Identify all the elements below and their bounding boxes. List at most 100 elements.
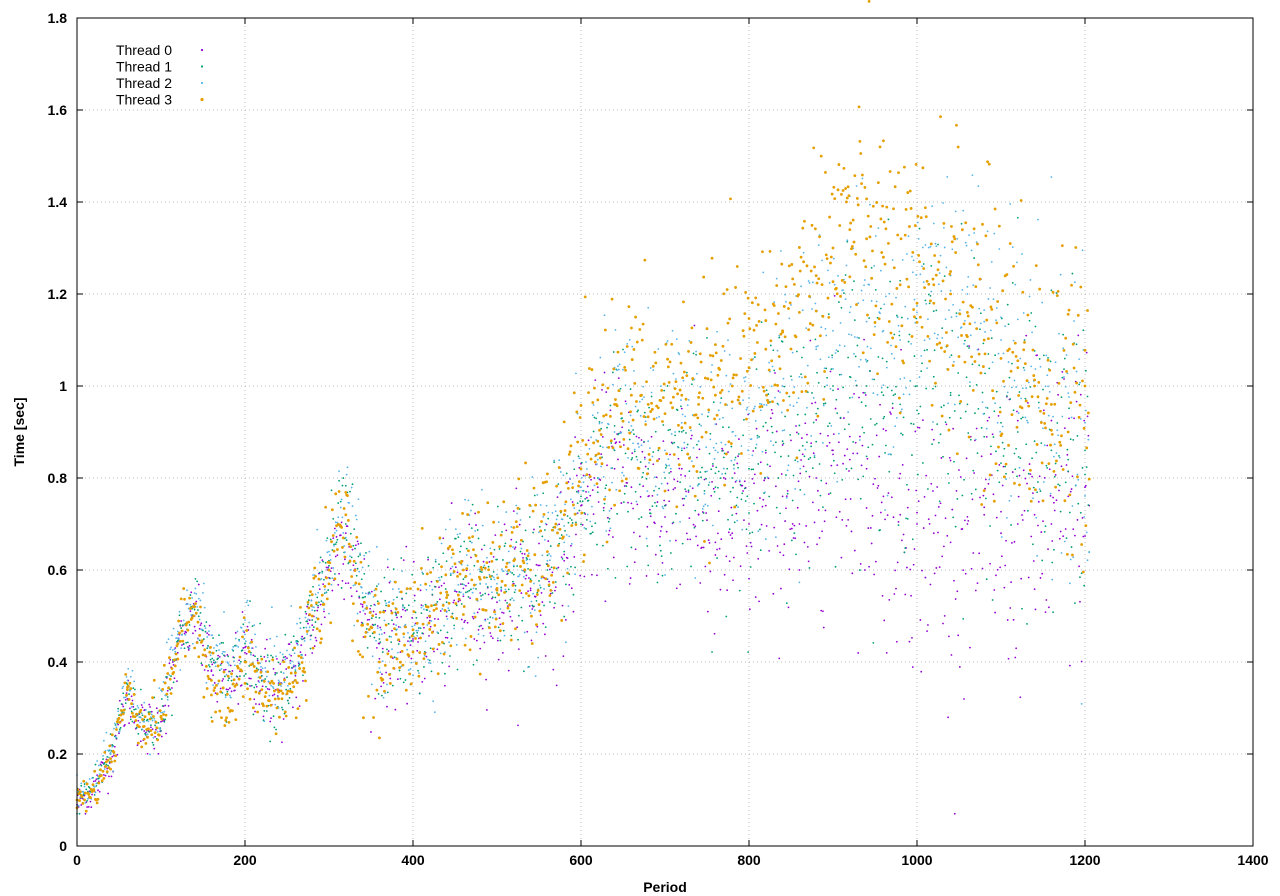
data-point: [514, 546, 517, 549]
data-point: [685, 532, 688, 535]
data-point: [563, 541, 566, 544]
data-point: [120, 718, 124, 722]
data-point: [176, 637, 178, 639]
data-point: [1036, 554, 1039, 557]
data-point: [413, 599, 416, 602]
data-point: [483, 641, 486, 644]
data-point: [611, 446, 615, 450]
data-point: [521, 569, 524, 572]
data-point: [451, 612, 454, 615]
data-point: [211, 663, 214, 666]
data-point: [882, 220, 886, 224]
data-point: [669, 401, 673, 405]
data-point: [922, 267, 926, 270]
data-point: [901, 464, 904, 466]
data-point: [787, 606, 790, 609]
data-point: [234, 718, 238, 722]
data-point: [870, 300, 873, 302]
data-point: [443, 608, 447, 612]
data-point: [373, 593, 377, 597]
data-point: [831, 354, 834, 357]
data-point: [454, 602, 458, 605]
data-point: [695, 535, 697, 538]
data-point: [166, 698, 169, 701]
data-point: [472, 583, 476, 587]
data-point: [819, 432, 822, 435]
data-point: [432, 700, 435, 703]
data-point: [655, 476, 658, 479]
data-point: [90, 806, 93, 809]
data-point: [646, 525, 649, 528]
data-point: [898, 334, 901, 337]
data-point: [801, 309, 804, 312]
data-point: [263, 695, 267, 699]
data-point: [139, 721, 141, 724]
data-point: [777, 355, 781, 358]
data-point: [696, 544, 699, 547]
data-point: [553, 459, 556, 462]
data-point: [651, 505, 654, 508]
data-point: [766, 476, 769, 479]
data-point: [802, 346, 805, 349]
data-point: [826, 445, 829, 447]
data-point: [1074, 484, 1077, 487]
data-point: [907, 285, 910, 289]
data-point: [617, 368, 620, 371]
data-point: [114, 724, 117, 726]
data-point: [162, 713, 165, 716]
data-point: [1001, 484, 1004, 487]
data-point: [340, 498, 343, 501]
data-point: [272, 715, 275, 718]
data-point: [719, 477, 722, 479]
data-point: [624, 400, 627, 403]
data-point: [759, 528, 761, 531]
data-point: [830, 368, 833, 371]
data-point: [528, 577, 530, 579]
data-point: [554, 586, 557, 589]
data-point: [360, 578, 363, 581]
data-point: [160, 735, 163, 738]
data-point: [261, 685, 264, 688]
data-point: [221, 652, 224, 655]
data-point: [963, 519, 966, 522]
data-point: [963, 339, 966, 342]
data-point: [113, 759, 117, 763]
data-point: [409, 682, 413, 686]
data-point: [664, 477, 666, 479]
data-point: [672, 372, 675, 375]
data-point: [266, 656, 269, 659]
data-point: [87, 805, 90, 808]
data-point: [477, 575, 481, 579]
data-point: [762, 389, 766, 393]
data-point: [1004, 465, 1007, 468]
data-point: [746, 495, 749, 498]
data-point: [454, 589, 456, 592]
data-point: [717, 510, 720, 513]
data-point: [237, 677, 241, 681]
data-point: [388, 682, 392, 685]
data-point: [673, 441, 676, 444]
data-point: [94, 791, 97, 794]
data-point: [129, 707, 131, 710]
data-point: [549, 559, 551, 562]
data-point: [516, 506, 520, 510]
data-point: [1066, 448, 1069, 451]
data-point: [802, 465, 805, 468]
data-point: [512, 580, 514, 583]
data-point: [481, 524, 484, 527]
data-point: [731, 514, 734, 517]
data-point: [1039, 365, 1042, 368]
data-point: [900, 432, 902, 435]
data-point: [354, 544, 357, 547]
data-point: [826, 376, 829, 379]
data-point: [322, 602, 326, 606]
data-point: [286, 689, 290, 693]
data-point: [977, 407, 980, 410]
data-point: [168, 677, 172, 681]
data-point: [262, 679, 266, 683]
data-point: [786, 489, 789, 492]
data-point: [479, 566, 483, 569]
data-point: [575, 490, 578, 493]
data-point: [783, 385, 786, 388]
data-point: [1012, 264, 1015, 268]
